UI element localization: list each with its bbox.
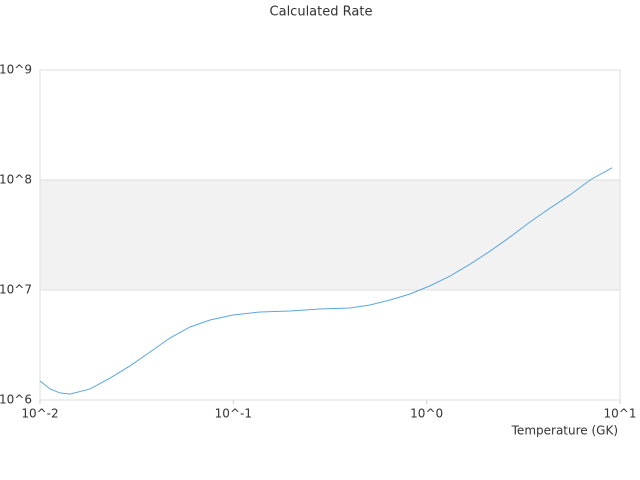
x-tick-label: 10^1 bbox=[604, 407, 637, 421]
x-tick-label: 10^-2 bbox=[21, 407, 58, 421]
y-tick-label: 10^6 bbox=[0, 393, 32, 407]
plot-frame bbox=[39, 69, 621, 401]
chart-title: Calculated Rate bbox=[270, 5, 373, 20]
x-tick-label: 10^-1 bbox=[215, 407, 252, 421]
x-axis-label: Temperature (GK) bbox=[511, 424, 618, 438]
y-tick-label: 10^8 bbox=[0, 173, 32, 187]
plot-background bbox=[40, 180, 620, 290]
y-tick-label: 10^7 bbox=[0, 283, 32, 297]
y-tick-label: 10^9 bbox=[0, 63, 32, 77]
line bbox=[39, 167, 613, 395]
grid-band bbox=[40, 180, 620, 290]
x-tick-label: 10^0 bbox=[410, 407, 443, 421]
